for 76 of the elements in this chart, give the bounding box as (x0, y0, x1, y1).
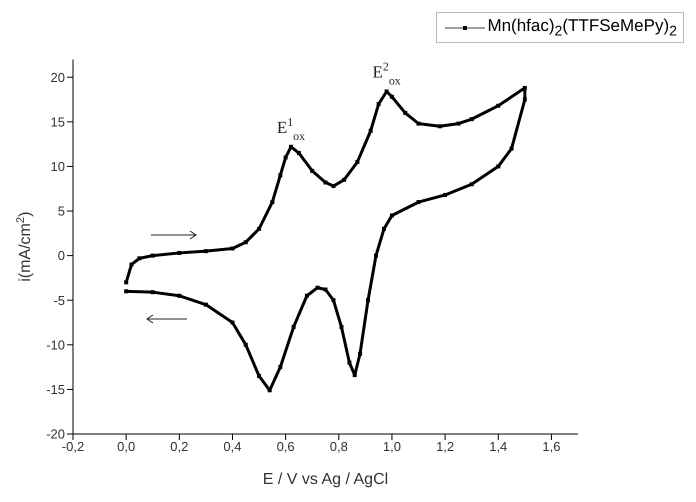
point (339, 324, 344, 329)
point (355, 160, 360, 164)
point (390, 213, 394, 218)
point (278, 365, 282, 370)
y-tick-label: 10 (50, 159, 65, 174)
point (257, 226, 262, 231)
point (522, 86, 527, 90)
point (416, 200, 421, 204)
y-tick-label: 5 (58, 204, 65, 219)
point (278, 173, 282, 178)
legend-label: Mn(hfac)$_{2}$(TTFSeMePy)$_{2}$ (487, 16, 677, 40)
y-tick-label: 0 (58, 248, 65, 264)
point (443, 192, 448, 197)
point (331, 298, 336, 302)
point (124, 289, 128, 294)
y-tick-label: -5 (53, 292, 65, 308)
x-tick-label: 0,6 (276, 439, 295, 454)
point (342, 178, 346, 182)
y-tick-label: 15 (50, 114, 65, 130)
point (358, 352, 362, 356)
point (204, 249, 208, 254)
point (522, 98, 527, 102)
point (244, 342, 248, 347)
point (374, 254, 378, 258)
point (496, 164, 500, 168)
x-tick-label: 1,2 (436, 439, 454, 454)
point (124, 280, 128, 284)
point (382, 226, 386, 231)
x-tick-label: 1,6 (542, 439, 560, 454)
point (470, 117, 474, 122)
y-tick-label: -15 (46, 382, 65, 398)
point (416, 122, 421, 126)
x-tick-label: 0,0 (117, 439, 136, 454)
x-axis-title: E / V vs Ag / AgCl (262, 471, 388, 488)
point (204, 302, 208, 307)
point (137, 256, 142, 260)
point (324, 288, 328, 292)
y-tick-label: -20 (46, 426, 65, 442)
point (270, 200, 274, 204)
point (496, 104, 500, 108)
line-series (124, 86, 527, 392)
point (456, 122, 460, 126)
point (347, 360, 352, 365)
point (352, 373, 357, 378)
point (284, 156, 288, 160)
point (510, 146, 514, 151)
x-tick-label: -0,2 (62, 439, 84, 454)
point (304, 294, 309, 298)
x-tick-label: 0,4 (223, 439, 242, 454)
point (296, 151, 301, 156)
point (150, 290, 155, 294)
point (316, 286, 320, 290)
point (177, 294, 182, 298)
point (257, 374, 262, 378)
point (310, 168, 314, 173)
point (244, 240, 248, 244)
point (177, 250, 182, 255)
x-tick-label: 0,2 (170, 439, 188, 454)
point (376, 102, 381, 106)
point (366, 298, 370, 302)
point (470, 182, 474, 186)
point (403, 110, 408, 115)
y-tick-label: 20 (50, 70, 65, 85)
point (324, 180, 328, 184)
x-tick-label: 1,4 (489, 439, 508, 454)
point (390, 94, 394, 99)
point (230, 320, 234, 325)
point (292, 324, 296, 329)
y-tick-label: -10 (46, 337, 65, 352)
point (129, 262, 134, 267)
point (368, 128, 373, 133)
x-tick-label: 1,0 (382, 439, 401, 454)
point (331, 184, 336, 188)
point (150, 254, 155, 258)
point (230, 246, 234, 250)
x-tick-label: 0,8 (330, 439, 348, 454)
